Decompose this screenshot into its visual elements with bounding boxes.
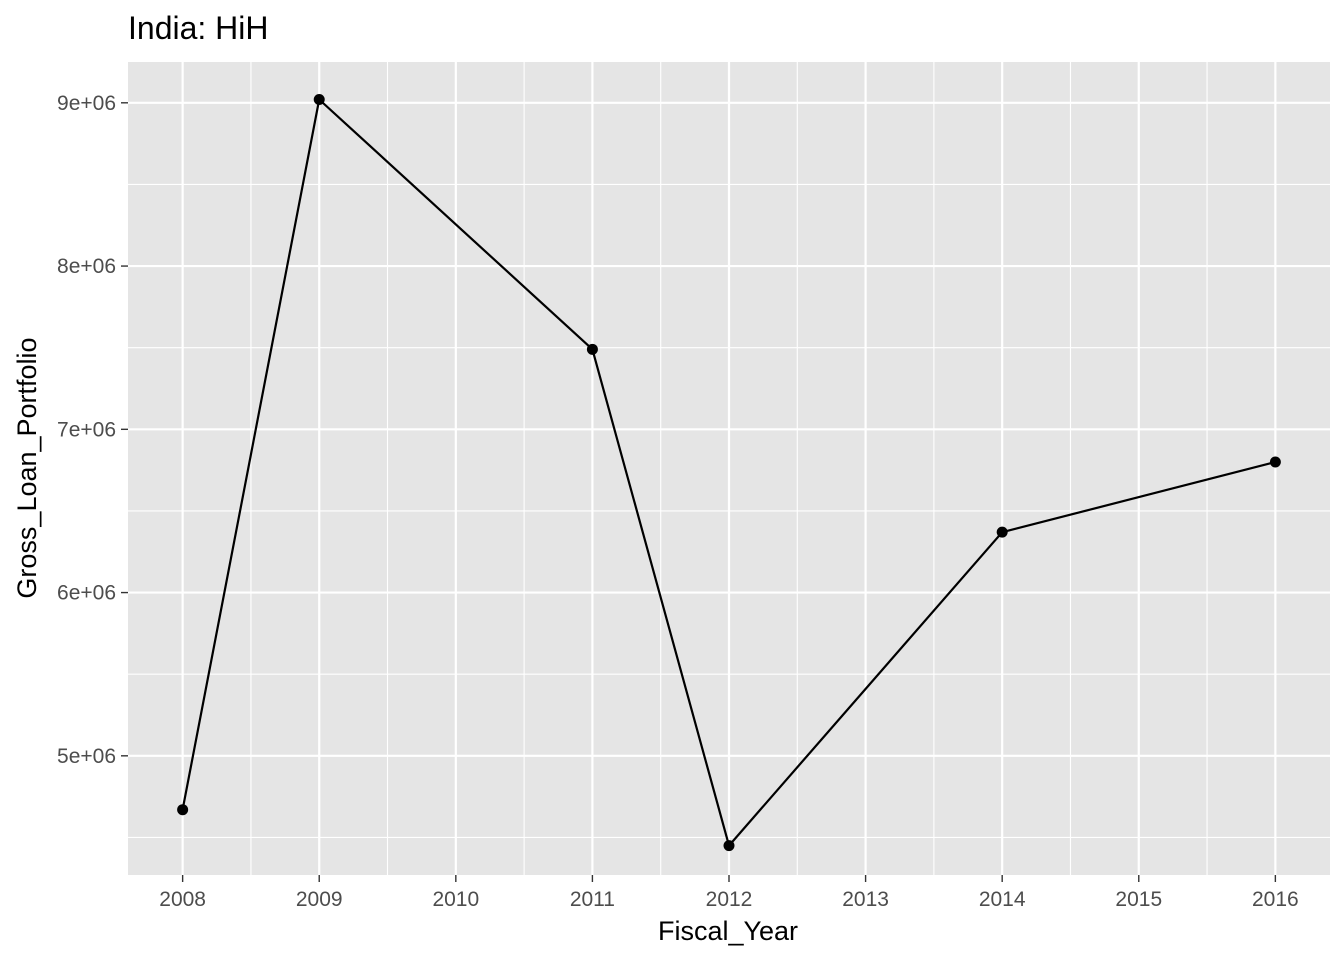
x-tick-label: 2009 [296, 888, 343, 911]
x-tick-label: 2010 [432, 888, 479, 911]
y-axis: 5e+06 6e+06 7e+06 8e+06 9e+06 [57, 92, 128, 768]
y-tick-label: 5e+06 [57, 745, 116, 768]
x-tick-label: 2015 [1115, 888, 1162, 911]
x-tick-label: 2011 [570, 888, 615, 911]
y-axis-title: Gross_Loan_Portfolio [12, 337, 42, 598]
chart-title: India: HiH [128, 10, 269, 46]
x-tick-label: 2012 [706, 888, 753, 911]
series-line [181, 98, 1276, 847]
series-layer [177, 94, 1281, 852]
x-tick-label: 2013 [842, 888, 889, 911]
x-tick-label: 2016 [1252, 888, 1299, 911]
data-point [177, 804, 189, 816]
y-tick-label: 6e+06 [57, 582, 116, 605]
data-point [723, 840, 735, 852]
y-tick-label: 7e+06 [57, 418, 116, 441]
x-tick-label: 2008 [159, 888, 206, 911]
data-point [313, 94, 325, 106]
y-tick-label: 8e+06 [57, 255, 116, 278]
data-point [586, 343, 598, 355]
x-axis-title: Fiscal_Year [658, 916, 798, 946]
x-axis: 2008 2009 2010 2011 2012 2013 2014 2015 2016 [159, 875, 1299, 911]
y-tick-label: 9e+06 [57, 92, 116, 115]
data-point [1269, 456, 1281, 468]
grid-major [128, 62, 1330, 875]
data-point [996, 526, 1008, 538]
x-tick-label: 2014 [979, 888, 1026, 911]
